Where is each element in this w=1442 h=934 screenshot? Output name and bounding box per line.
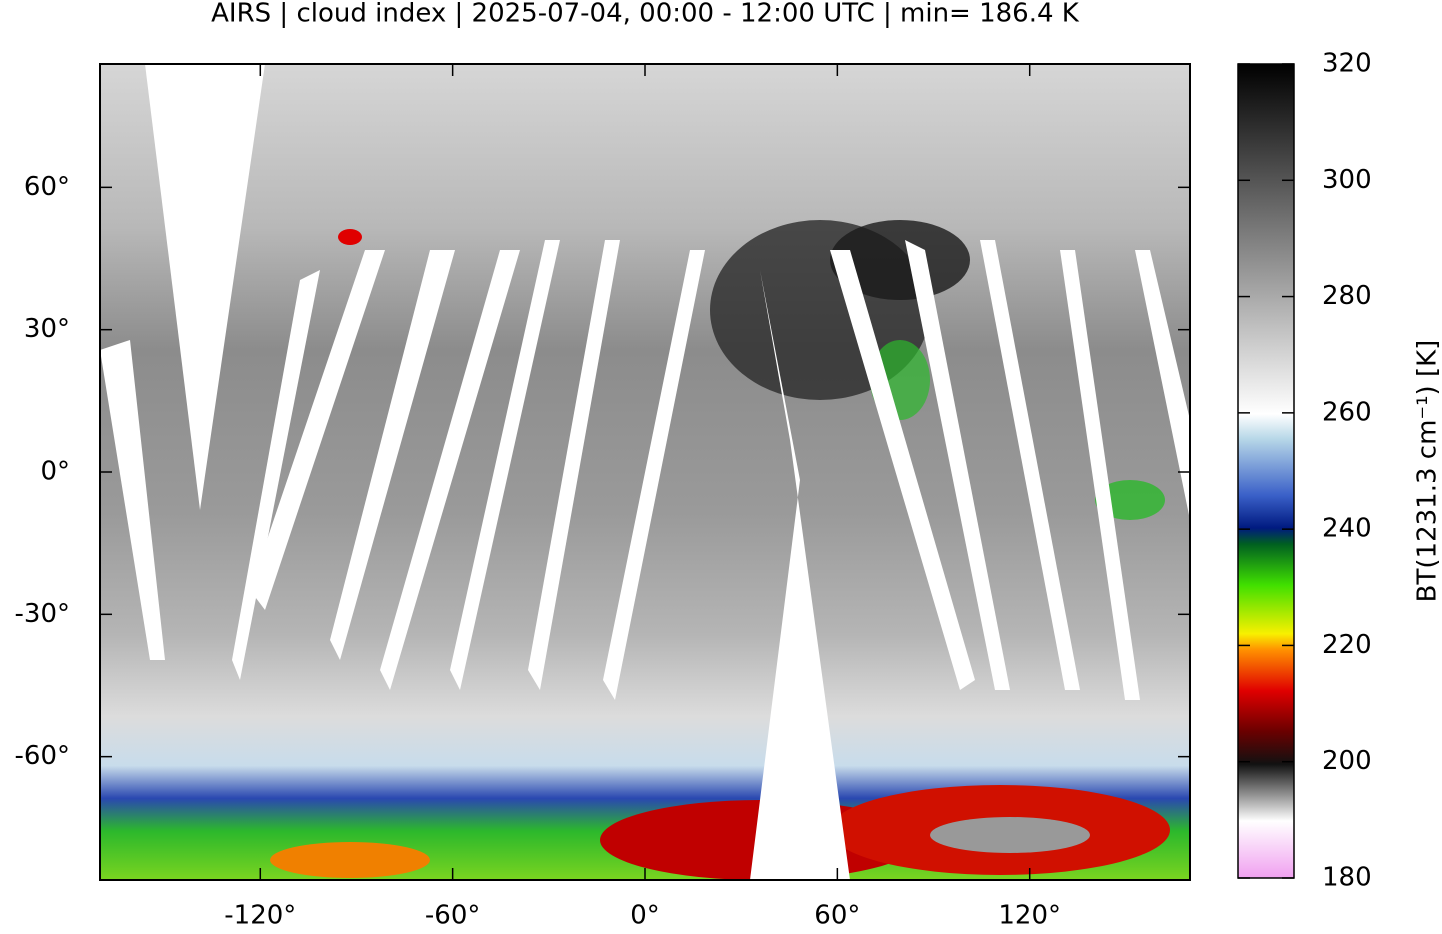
- x-tick-label: 120°: [998, 901, 1061, 931]
- x-tick-label: 60°: [814, 901, 860, 931]
- colorbar-tick-label: 260: [1322, 397, 1372, 427]
- y-tick-label: -30°: [15, 599, 70, 629]
- chart-title: AIRS | cloud index | 2025-07-04, 00:00 -…: [211, 0, 1080, 29]
- colorbar-tick-label: 200: [1322, 746, 1372, 776]
- colorbar-tick-label: 300: [1322, 165, 1372, 195]
- colorbar-tick-label: 180: [1322, 863, 1372, 893]
- y-tick-label: 60°: [24, 172, 70, 202]
- y-tick-label: -60°: [15, 741, 70, 771]
- map-image: [100, 64, 1190, 880]
- y-tick-label: 30°: [24, 314, 70, 344]
- y-tick-label: 0°: [40, 457, 70, 487]
- colorbar-tick-label: 320: [1322, 49, 1372, 79]
- colorbar-label: BT(1231.3 cm⁻¹) [K]: [1413, 340, 1442, 603]
- colorbar: [1238, 64, 1294, 878]
- colorbar-tick-label: 220: [1322, 630, 1372, 660]
- x-tick-label: -120°: [224, 901, 296, 931]
- colorbar-tick-label: 280: [1322, 281, 1372, 311]
- x-tick-label: 0°: [630, 901, 660, 931]
- colorbar-tick-label: 240: [1322, 514, 1372, 544]
- x-tick-label: -60°: [425, 901, 480, 931]
